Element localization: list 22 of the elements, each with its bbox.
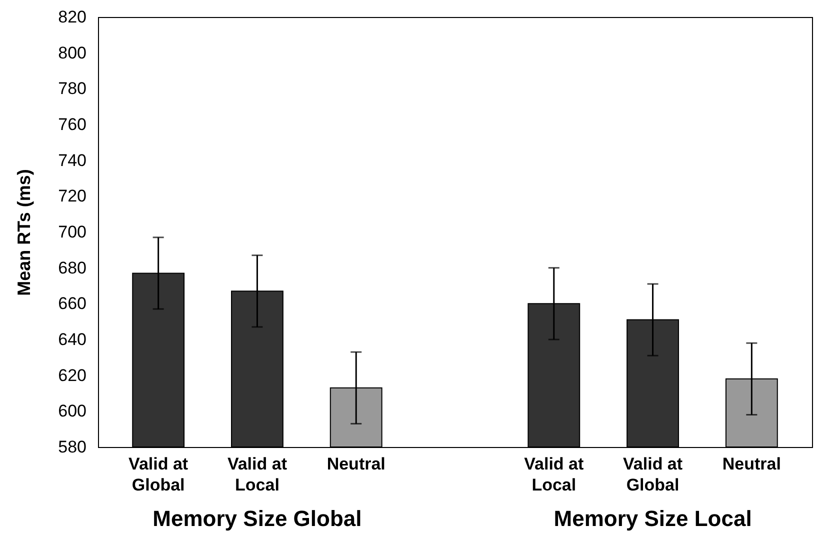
x-tick-label: Valid at Global — [623, 454, 683, 494]
y-tick-label: 720 — [58, 186, 86, 206]
y-tick-label: 800 — [58, 43, 86, 62]
y-tick-label: 640 — [58, 330, 86, 349]
y-tick-label: 680 — [58, 258, 86, 278]
y-tick-label: 600 — [58, 402, 86, 421]
x-tick-label: Neutral — [722, 454, 781, 474]
text: Memory Size Global — [152, 506, 362, 531]
y-tick-label: 740 — [58, 150, 86, 170]
y-tick-label: 660 — [58, 294, 86, 314]
y-tick-label: 780 — [58, 79, 86, 98]
text: Memory Size Local — [554, 506, 752, 531]
x-tick-label: Neutral — [326, 454, 386, 474]
x-tick-label: Valid at Local — [227, 454, 288, 494]
x-tick-label: Valid at Local — [524, 454, 584, 494]
y-tick-label: 620 — [58, 366, 86, 385]
y-tick-label: 580 — [58, 438, 86, 456]
y-tick-label: 700 — [58, 222, 86, 242]
y-tick-label: 760 — [58, 115, 86, 134]
y-tick-label: 820 — [58, 8, 86, 26]
y-axis-title: Mean RTs (ms) — [14, 169, 34, 296]
x-tick-label: Valid at Global — [128, 454, 188, 494]
